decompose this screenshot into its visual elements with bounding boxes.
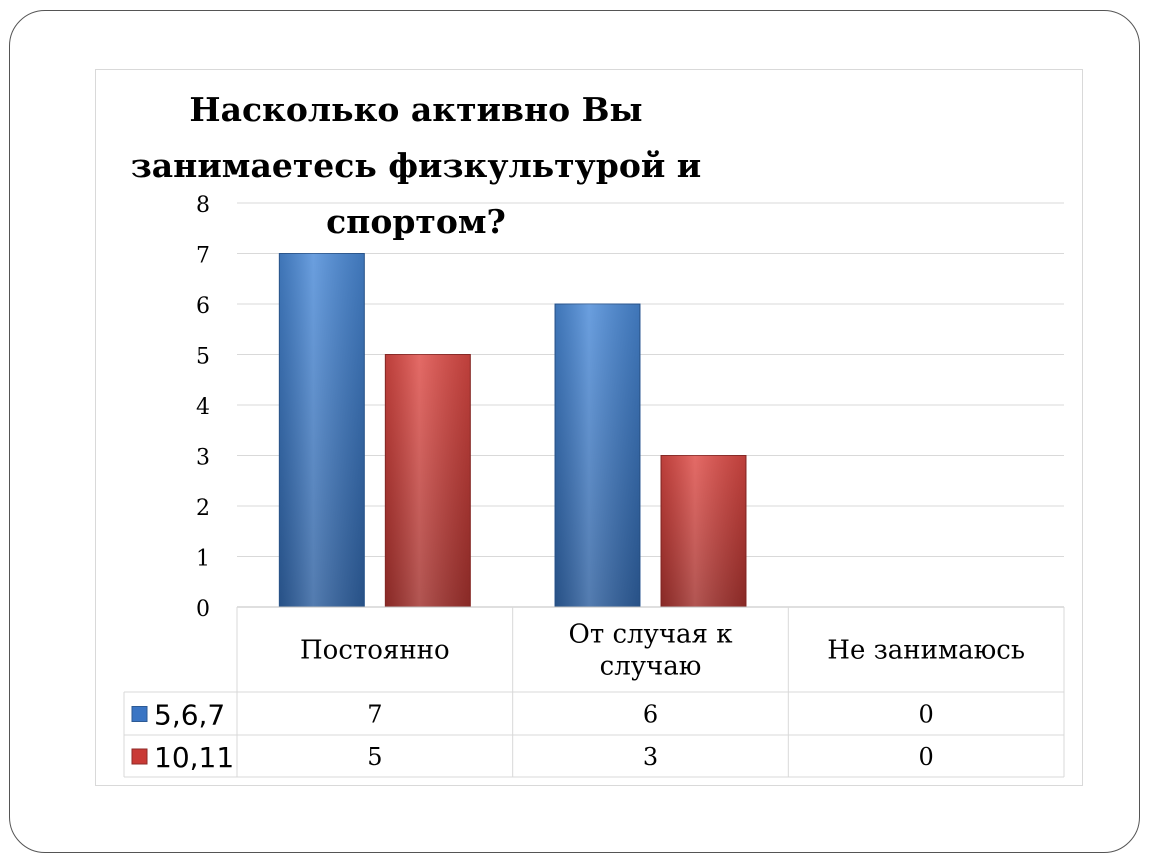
chart-title: Насколько активно Вы занимаетесь физкуль… <box>130 90 702 241</box>
bar-sheen <box>555 304 640 607</box>
y-tick-label: 2 <box>196 496 210 521</box>
legend-key-1 <box>131 748 148 765</box>
legend-series-name: 5,6,7 <box>154 699 225 732</box>
y-tick-label: 0 <box>196 597 210 622</box>
category-label: Постоянно <box>300 636 450 666</box>
legend-series-name: 10,11 <box>154 741 234 774</box>
data-table-value: 5 <box>367 743 382 771</box>
legend-key-0 <box>131 706 148 722</box>
bar-sheen <box>385 354 471 607</box>
bar-sheen <box>279 253 365 607</box>
bar-sheen <box>661 455 746 607</box>
category-label: От случая к случаю <box>569 620 733 682</box>
category-label: Не занимаюсь <box>827 636 1025 666</box>
data-table-value: 6 <box>643 701 658 729</box>
y-tick-label: 6 <box>196 294 210 319</box>
data-table-value: 3 <box>643 743 658 771</box>
y-tick-label: 8 <box>196 193 210 218</box>
y-tick-label: 7 <box>196 244 210 269</box>
data-table-value: 7 <box>367 701 382 729</box>
data-table-value: 0 <box>919 701 934 729</box>
data-table-value: 0 <box>919 743 934 771</box>
y-tick-label: 5 <box>196 345 210 370</box>
y-tick-label: 1 <box>196 547 210 572</box>
y-tick-label: 3 <box>196 446 210 471</box>
y-tick-label: 4 <box>196 395 210 420</box>
